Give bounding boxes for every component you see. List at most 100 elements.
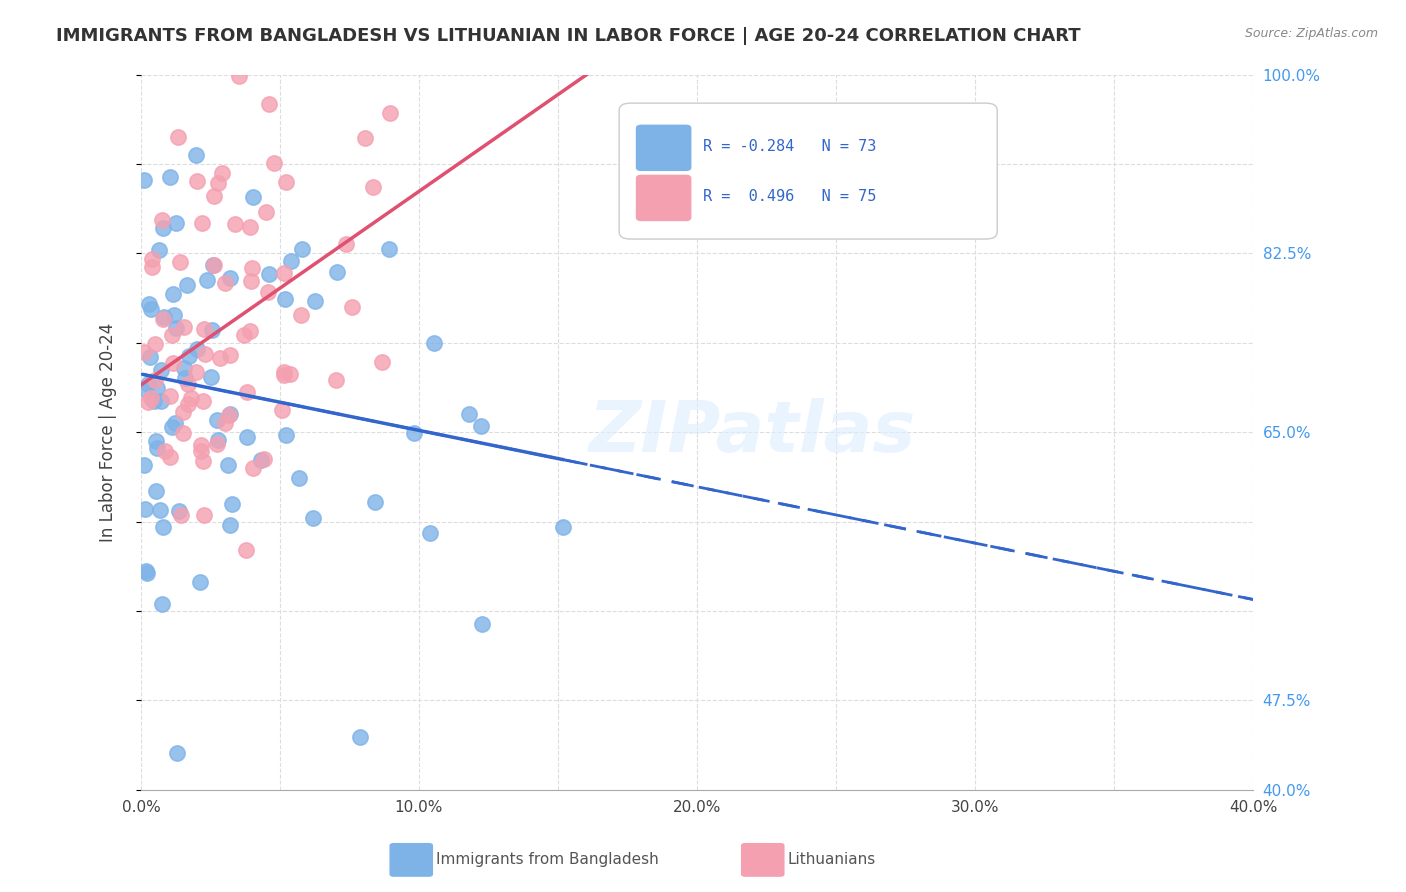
Point [194,346,217,360]
FancyBboxPatch shape [619,103,997,239]
Point [176,376,198,391]
Point [301,511,323,525]
Text: Source: ZipAtlas.com: Source: ZipAtlas.com [1244,27,1378,40]
Point [340,301,363,315]
Point [239,220,262,235]
Point [371,354,394,368]
Point [287,471,309,485]
Point [193,508,215,522]
Point [290,308,312,322]
Point [207,176,229,190]
Point [235,543,257,558]
Point [201,323,224,337]
Point [218,409,240,423]
Point [170,508,193,522]
Point [600,44,623,58]
Point [257,267,280,281]
Point [218,518,240,533]
Point [235,385,257,400]
Point [191,393,214,408]
Point [217,458,239,472]
Point [160,327,183,342]
Text: Immigrants from Bangladesh: Immigrants from Bangladesh [436,853,658,867]
Point [176,277,198,292]
Point [186,174,208,188]
Point [138,297,160,311]
Point [219,407,242,421]
Point [218,270,240,285]
Point [304,294,326,309]
Point [159,389,181,403]
Point [166,746,188,760]
Point [271,403,294,417]
Point [214,276,236,290]
Point [273,368,295,382]
Text: R =  0.496   N = 75: R = 0.496 N = 75 [703,189,876,204]
Point [165,321,187,335]
Point [349,730,371,744]
Point [174,371,197,385]
Point [276,428,298,442]
Point [221,497,243,511]
Point [458,407,481,421]
Point [145,434,167,448]
Point [273,266,295,280]
Point [361,180,384,194]
Point [214,416,236,430]
Point [259,96,281,111]
Point [134,383,156,397]
Point [291,242,314,256]
Point [152,220,174,235]
Point [242,461,264,475]
Point [142,394,165,409]
Point [419,526,441,541]
Point [191,454,214,468]
Point [253,452,276,467]
Point [172,405,194,419]
Y-axis label: In Labor Force | Age 20-24: In Labor Force | Age 20-24 [100,323,117,541]
Point [173,360,195,375]
Point [172,426,194,441]
Point [165,216,187,230]
Point [239,274,262,288]
Point [162,287,184,301]
Point [335,237,357,252]
Point [274,292,297,306]
Point [273,365,295,379]
Point [135,564,157,578]
Point [219,347,242,361]
Point [228,69,250,83]
Point [145,483,167,498]
Point [177,349,200,363]
Point [135,566,157,580]
Point [188,575,211,590]
Point [160,419,183,434]
Point [186,365,208,379]
FancyBboxPatch shape [636,175,692,221]
Point [569,44,592,58]
Point [205,436,228,450]
Point [240,260,263,275]
Point [202,259,225,273]
Point [193,321,215,335]
Text: R = -0.284   N = 73: R = -0.284 N = 73 [703,139,876,154]
Point [139,350,162,364]
Point [378,242,401,256]
Point [209,351,232,365]
Point [551,520,574,534]
Point [150,597,173,611]
Point [239,324,262,338]
Point [186,342,208,356]
Point [132,344,155,359]
Point [402,425,425,440]
Point [202,258,225,272]
Point [152,520,174,534]
Point [180,391,202,405]
Point [159,450,181,464]
Point [134,502,156,516]
Point [197,273,219,287]
Point [153,310,176,324]
Point [470,419,492,434]
Point [146,381,169,395]
Point [232,327,254,342]
